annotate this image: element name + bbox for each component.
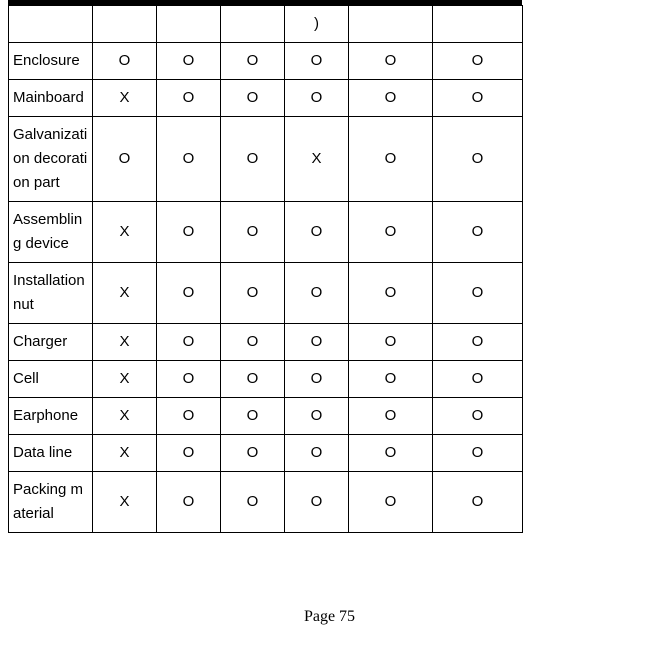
row-value: O	[285, 202, 349, 263]
table-row: EarphoneXOOOOO	[9, 398, 523, 435]
row-value: O	[221, 324, 285, 361]
row-value: O	[349, 435, 433, 472]
row-value: O	[349, 324, 433, 361]
header-cell	[349, 6, 433, 43]
row-value: O	[157, 361, 221, 398]
row-value: O	[285, 435, 349, 472]
row-value: O	[433, 117, 523, 202]
row-value: O	[349, 117, 433, 202]
row-value: O	[349, 43, 433, 80]
row-value: O	[285, 80, 349, 117]
row-value: O	[221, 263, 285, 324]
row-value: O	[221, 202, 285, 263]
row-value: O	[157, 472, 221, 533]
row-value: O	[285, 472, 349, 533]
row-value: O	[157, 263, 221, 324]
row-value: O	[93, 117, 157, 202]
row-value: O	[157, 435, 221, 472]
row-value: O	[221, 80, 285, 117]
row-value: O	[221, 361, 285, 398]
row-label: Installation nut	[9, 263, 93, 324]
row-value: X	[93, 80, 157, 117]
row-label: Data line	[9, 435, 93, 472]
row-value: O	[157, 324, 221, 361]
row-value: X	[93, 361, 157, 398]
table-row: MainboardXOOOOO	[9, 80, 523, 117]
row-value: O	[433, 43, 523, 80]
row-value: O	[285, 398, 349, 435]
row-value: O	[157, 398, 221, 435]
row-label: Cell	[9, 361, 93, 398]
row-value: X	[93, 324, 157, 361]
row-label: Earphone	[9, 398, 93, 435]
table-header-row: )	[9, 6, 523, 43]
header-cell	[433, 6, 523, 43]
row-value: O	[157, 43, 221, 80]
table-row: Galvanization decoration partOOOXOO	[9, 117, 523, 202]
row-label: Charger	[9, 324, 93, 361]
row-value: O	[221, 472, 285, 533]
row-value: O	[433, 263, 523, 324]
hazardous-substance-table: )EnclosureOOOOOOMainboardXOOOOOGalvaniza…	[8, 5, 523, 533]
row-value: O	[221, 43, 285, 80]
row-value: X	[285, 117, 349, 202]
row-value: O	[221, 398, 285, 435]
row-value: X	[93, 435, 157, 472]
header-cell	[93, 6, 157, 43]
row-value: O	[285, 361, 349, 398]
header-cell	[9, 6, 93, 43]
row-value: O	[433, 398, 523, 435]
row-value: O	[349, 398, 433, 435]
header-cell: )	[285, 6, 349, 43]
row-value: X	[93, 202, 157, 263]
table-row: Packing materialXOOOOO	[9, 472, 523, 533]
page-number: Page 75	[0, 608, 659, 626]
row-value: O	[157, 80, 221, 117]
row-value: O	[349, 472, 433, 533]
row-value: O	[433, 202, 523, 263]
row-value: X	[93, 398, 157, 435]
row-value: O	[349, 263, 433, 324]
row-value: O	[433, 435, 523, 472]
row-value: O	[157, 117, 221, 202]
row-value: O	[221, 117, 285, 202]
table-row: ChargerXOOOOO	[9, 324, 523, 361]
row-value: O	[433, 472, 523, 533]
row-value: O	[433, 361, 523, 398]
row-value: X	[93, 263, 157, 324]
row-value: O	[349, 202, 433, 263]
row-value: O	[285, 43, 349, 80]
table-row: CellXOOOOO	[9, 361, 523, 398]
row-label: Galvanization decoration part	[9, 117, 93, 202]
row-value: O	[349, 80, 433, 117]
row-value: O	[433, 80, 523, 117]
row-value: X	[93, 472, 157, 533]
row-value: O	[433, 324, 523, 361]
row-label: Mainboard	[9, 80, 93, 117]
row-label: Assembling device	[9, 202, 93, 263]
table-row: EnclosureOOOOOO	[9, 43, 523, 80]
header-cell	[157, 6, 221, 43]
row-value: O	[93, 43, 157, 80]
row-label: Enclosure	[9, 43, 93, 80]
row-label: Packing material	[9, 472, 93, 533]
table-body: )EnclosureOOOOOOMainboardXOOOOOGalvaniza…	[9, 6, 523, 533]
row-value: O	[349, 361, 433, 398]
row-value: O	[221, 435, 285, 472]
row-value: O	[285, 324, 349, 361]
table-row: Installation nutXOOOOO	[9, 263, 523, 324]
row-value: O	[157, 202, 221, 263]
header-cell	[221, 6, 285, 43]
table-row: Assembling deviceXOOOOO	[9, 202, 523, 263]
table-row: Data lineXOOOOO	[9, 435, 523, 472]
row-value: O	[285, 263, 349, 324]
